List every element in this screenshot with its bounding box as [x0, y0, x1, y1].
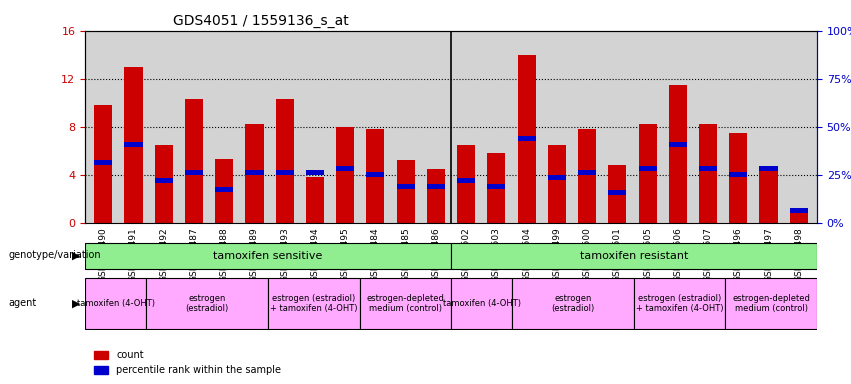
Bar [155, 145, 173, 223]
Bar [276, 170, 294, 175]
Text: tamoxifen (4-OHT): tamoxifen (4-OHT) [443, 299, 521, 308]
Bar [215, 159, 233, 223]
Bar [759, 169, 778, 223]
Text: agent: agent [9, 298, 37, 308]
FancyBboxPatch shape [725, 278, 817, 329]
Text: estrogen
(estradiol): estrogen (estradiol) [551, 294, 595, 313]
FancyBboxPatch shape [268, 278, 359, 329]
Bar [276, 99, 294, 223]
Bar [699, 166, 717, 171]
Bar [759, 166, 778, 171]
Bar [517, 55, 536, 223]
Bar [699, 124, 717, 223]
Bar [608, 190, 626, 195]
FancyBboxPatch shape [85, 278, 146, 329]
Bar [548, 145, 566, 223]
Text: estrogen
(estradiol): estrogen (estradiol) [186, 294, 229, 313]
Bar [94, 161, 112, 165]
Text: tamoxifen (4-OHT): tamoxifen (4-OHT) [77, 299, 155, 308]
Bar [397, 184, 414, 189]
Bar [366, 172, 385, 177]
Bar [578, 170, 597, 175]
Text: tamoxifen resistant: tamoxifen resistant [580, 251, 688, 262]
Bar [124, 142, 143, 147]
Bar [517, 136, 536, 141]
Bar [397, 161, 414, 223]
Bar [336, 127, 354, 223]
Bar [457, 178, 475, 183]
Bar [155, 178, 173, 183]
Bar [729, 133, 747, 223]
Text: GDS4051 / 1559136_s_at: GDS4051 / 1559136_s_at [173, 14, 349, 28]
FancyBboxPatch shape [634, 278, 725, 329]
Bar [578, 129, 597, 223]
Bar [306, 177, 324, 223]
Bar [94, 105, 112, 223]
Bar [124, 67, 143, 223]
Bar [427, 184, 445, 189]
FancyBboxPatch shape [451, 243, 817, 269]
Text: estrogen (estradiol)
+ tamoxifen (4-OHT): estrogen (estradiol) + tamoxifen (4-OHT) [636, 294, 723, 313]
Bar [488, 153, 505, 223]
FancyBboxPatch shape [451, 278, 512, 329]
Bar [366, 129, 385, 223]
Text: estrogen-depleted
medium (control): estrogen-depleted medium (control) [732, 294, 810, 313]
FancyBboxPatch shape [146, 278, 268, 329]
FancyBboxPatch shape [359, 278, 451, 329]
Bar [638, 166, 657, 171]
FancyBboxPatch shape [512, 278, 634, 329]
Bar [669, 142, 687, 147]
Bar [245, 124, 264, 223]
Bar [488, 184, 505, 189]
FancyBboxPatch shape [85, 243, 451, 269]
Bar [245, 170, 264, 175]
Bar [185, 99, 203, 223]
Text: estrogen (estradiol)
+ tamoxifen (4-OHT): estrogen (estradiol) + tamoxifen (4-OHT) [270, 294, 357, 313]
Bar [608, 165, 626, 223]
Text: tamoxifen sensitive: tamoxifen sensitive [214, 251, 323, 262]
Text: estrogen-depleted
medium (control): estrogen-depleted medium (control) [366, 294, 444, 313]
Bar [306, 170, 324, 175]
Bar [790, 208, 808, 213]
Bar [215, 187, 233, 192]
Bar [669, 85, 687, 223]
Legend: count, percentile rank within the sample: count, percentile rank within the sample [90, 346, 285, 379]
Bar [548, 175, 566, 180]
Bar [336, 166, 354, 171]
Text: genotype/variation: genotype/variation [9, 250, 101, 260]
Bar [790, 208, 808, 223]
Bar [185, 170, 203, 175]
Bar [457, 145, 475, 223]
Text: ▶: ▶ [72, 250, 81, 260]
Bar [638, 124, 657, 223]
Bar [427, 169, 445, 223]
Text: ▶: ▶ [72, 298, 81, 308]
Bar [729, 172, 747, 177]
